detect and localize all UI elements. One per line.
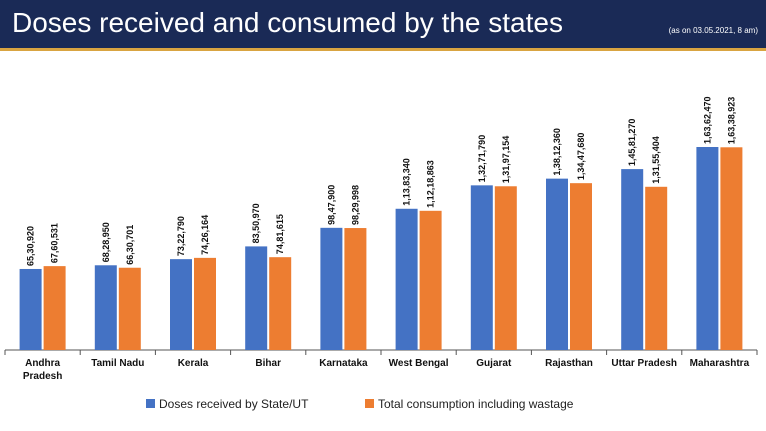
category-label: Uttar Pradesh xyxy=(611,358,677,369)
data-label: 67,60,531 xyxy=(50,223,60,263)
bar-consumed xyxy=(43,266,66,350)
bar-consumed xyxy=(645,186,668,350)
bar-chart: 65,30,920 67,60,531 Andhra Pradesh 68,28,950… xyxy=(4,96,758,411)
bar-consumed xyxy=(344,228,367,350)
bar-consumed xyxy=(194,257,216,350)
data-label: 1,63,62,470 xyxy=(702,96,712,144)
data-label: 66,30,701 xyxy=(125,225,135,265)
title-banner: Doses received and consumed by the state… xyxy=(0,0,766,48)
data-label: 98,47,900 xyxy=(326,185,336,225)
bar-consumed xyxy=(419,210,442,350)
legend-swatch-received xyxy=(146,399,155,408)
data-label: 1,32,71,790 xyxy=(477,135,487,183)
bar-received xyxy=(470,185,493,350)
data-label: 74,26,164 xyxy=(200,215,210,255)
data-label: 1,13,83,340 xyxy=(402,158,412,206)
category-label: Kerala xyxy=(178,358,209,369)
bar-received xyxy=(320,227,343,350)
legend-label-received: Doses received by State/UT xyxy=(159,397,309,411)
category-label: Andhra Pradesh xyxy=(23,358,62,382)
data-label: 1,45,81,270 xyxy=(627,119,637,167)
data-label: 1,12,18,863 xyxy=(426,160,436,208)
accent-stripe xyxy=(0,48,766,51)
data-label: 1,31,97,154 xyxy=(501,136,511,184)
legend-swatch-consumed xyxy=(365,399,374,408)
date-note: (as on 03.05.2021, 8 am) xyxy=(668,26,758,35)
data-label: 65,30,920 xyxy=(26,226,36,266)
data-label: 98,29,998 xyxy=(350,185,360,225)
bar-received xyxy=(19,268,42,350)
data-label: 68,28,950 xyxy=(101,222,111,262)
bar-received xyxy=(395,208,418,350)
bar-received xyxy=(94,265,117,350)
bar-received xyxy=(696,147,719,350)
data-label: 74,81,615 xyxy=(275,214,285,254)
bar-received xyxy=(170,259,192,350)
page-title: Doses received and consumed by the state… xyxy=(12,7,563,38)
data-label: 83,50,970 xyxy=(251,203,261,243)
data-label: 1,31,55,404 xyxy=(651,136,661,184)
category-label: Tamil Nadu xyxy=(91,358,144,369)
bar-received xyxy=(245,246,268,350)
data-label: 1,34,47,680 xyxy=(576,133,586,181)
bar-received xyxy=(546,178,568,350)
bar-consumed xyxy=(269,257,292,350)
bar-consumed xyxy=(570,183,592,350)
category-label: Karnataka xyxy=(319,358,368,369)
category-label: Rajasthan xyxy=(545,358,593,369)
bar-consumed xyxy=(720,147,743,350)
category-label: West Bengal xyxy=(389,358,449,369)
bar-received xyxy=(621,169,644,350)
category-label: Gujarat xyxy=(476,358,512,369)
data-label: 1,63,38,923 xyxy=(726,97,736,145)
legend-label-consumed: Total consumption including wastage xyxy=(378,397,574,411)
data-label: 73,22,790 xyxy=(176,216,186,256)
category-label: Bihar xyxy=(255,358,281,369)
category-label: Maharashtra xyxy=(690,358,750,369)
bar-consumed xyxy=(118,267,141,350)
data-label: 1,38,12,360 xyxy=(552,128,562,176)
bar-consumed xyxy=(494,186,517,350)
